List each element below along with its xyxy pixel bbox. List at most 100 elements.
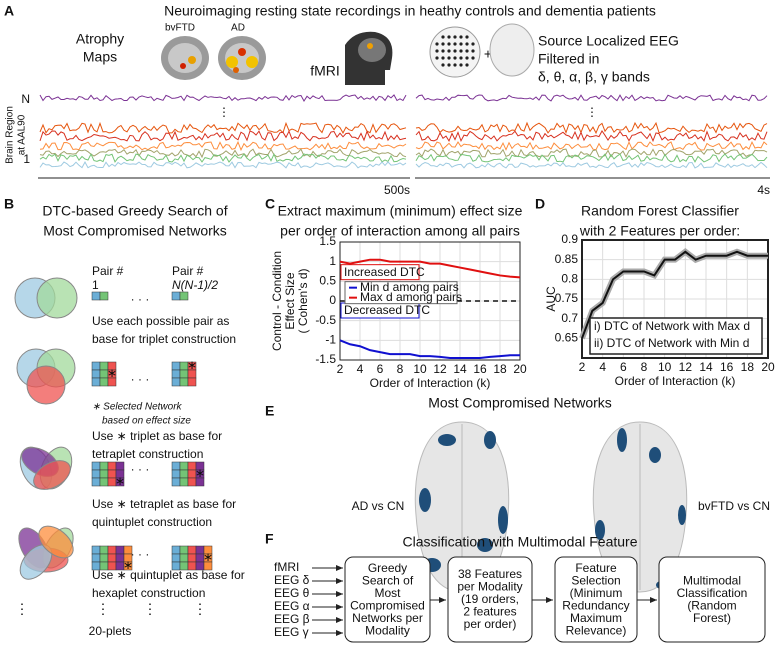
electrode	[435, 42, 439, 46]
x-axis-label: Order of Interaction (k)	[370, 376, 491, 390]
network-region	[419, 488, 431, 512]
network-cell	[123, 545, 133, 555]
panel-b: quintuplet construction	[92, 515, 212, 529]
x-tick-label: 12	[433, 362, 447, 376]
network-cell	[115, 461, 125, 471]
panel-a	[238, 48, 246, 56]
trace	[39, 94, 407, 102]
panel-b: ⋮	[193, 601, 207, 617]
line	[339, 258, 521, 279]
panel-a	[180, 63, 186, 69]
legend-label: Min d among pairs	[360, 280, 459, 294]
network-cell	[107, 461, 117, 471]
panel-e: Most Compromised Networks	[428, 395, 612, 411]
panel-b: ∗ Selected Network	[92, 402, 183, 413]
process-text: Forest)	[693, 611, 731, 625]
trace	[39, 152, 407, 163]
panel-b: B	[4, 196, 14, 212]
y-tick-label: 0	[329, 293, 336, 307]
x-tick-label: 14	[453, 362, 467, 376]
y-tick-label: 0.8	[561, 272, 578, 286]
electrode	[465, 42, 469, 46]
panel-a	[168, 43, 202, 73]
annotation: Increased DTC	[344, 265, 425, 279]
panel-a	[367, 43, 373, 49]
network-region	[649, 447, 661, 463]
panel-a: A	[4, 3, 14, 19]
panel-b: hexaplet construction	[92, 586, 205, 600]
electrode	[453, 56, 457, 60]
electrode	[447, 49, 451, 53]
process-text: Selection	[571, 573, 620, 587]
x-tick-label: 16	[473, 362, 487, 376]
electrode	[441, 35, 445, 39]
network-cell	[91, 469, 101, 479]
y-axis-label: ( Cohen's d)	[296, 269, 310, 334]
network-cell	[179, 545, 189, 555]
y-tick-label: 0.9	[561, 232, 578, 246]
process-text: per Modality	[457, 580, 522, 594]
network-cell	[187, 377, 197, 387]
panel-b: tetraplet construction	[92, 447, 203, 461]
panel-b: · · ·	[131, 292, 150, 306]
legend-label: Max d among pairs	[360, 290, 462, 304]
electrode	[447, 56, 451, 60]
panel-b: · · ·	[131, 372, 150, 386]
electrode	[441, 49, 445, 53]
network-cell	[171, 377, 181, 387]
panel-a: ⋮	[586, 105, 598, 119]
electrode	[471, 56, 475, 60]
panel-b: N(N-1)/2	[172, 278, 218, 292]
panel-f: F	[265, 531, 274, 547]
electrode	[435, 49, 439, 53]
network-cell	[171, 469, 181, 479]
panel-b: Use ∗ tetraplet as base for	[92, 497, 236, 511]
x-tick-label: 20	[513, 362, 527, 376]
panel-a: N	[21, 92, 30, 106]
process-text: Greedy	[368, 561, 407, 575]
panel-a	[489, 23, 535, 77]
network-cell	[115, 477, 125, 487]
y-axis-label: Control - Condition	[270, 251, 284, 351]
panel-f: Classification with Multimodal Feature	[403, 534, 638, 550]
trace	[39, 121, 407, 134]
trace	[39, 148, 407, 159]
panel-b: Most Compromised Networks	[43, 223, 227, 239]
electrode	[453, 35, 457, 39]
panel-b: 20-plets	[89, 624, 132, 638]
x-tick-label: 2	[337, 362, 344, 376]
process-text: (19 orders,	[461, 592, 519, 606]
panel-letter: C	[265, 196, 275, 212]
panel-a: 4s	[757, 183, 770, 197]
trace	[415, 121, 768, 135]
network-cell	[203, 561, 213, 571]
panel-e: AD vs CN	[352, 499, 405, 513]
panel-a: A Neuroimaging resting state recordings …	[4, 3, 770, 197]
process-text: (Minimum	[570, 586, 623, 600]
x-tick-label: 20	[761, 360, 775, 374]
electrode	[459, 63, 463, 67]
network-cell	[91, 545, 101, 555]
x-tick-label: 12	[679, 360, 693, 374]
selected-star: ∗	[195, 466, 205, 480]
network-cell	[179, 291, 189, 301]
network-cell	[115, 545, 125, 555]
x-tick-label: 10	[413, 362, 427, 376]
y-tick-label: 0.65	[555, 331, 579, 345]
y-tick-label: -1.5	[315, 352, 336, 366]
venn	[36, 277, 78, 319]
panel-a: +	[484, 46, 492, 62]
panel-b: Use each possible pair as	[92, 314, 229, 328]
panel-a: 500s	[384, 183, 410, 197]
input-label: EEG θ	[274, 586, 310, 600]
chart-title: Random Forest Classifier	[581, 203, 739, 219]
network-cell	[179, 461, 189, 471]
y-tick-label: 0.85	[555, 252, 579, 266]
trace	[39, 94, 768, 169]
network-region	[595, 520, 605, 540]
panel-a	[246, 56, 258, 68]
process-text: per order)	[464, 617, 517, 631]
electrode	[465, 49, 469, 53]
